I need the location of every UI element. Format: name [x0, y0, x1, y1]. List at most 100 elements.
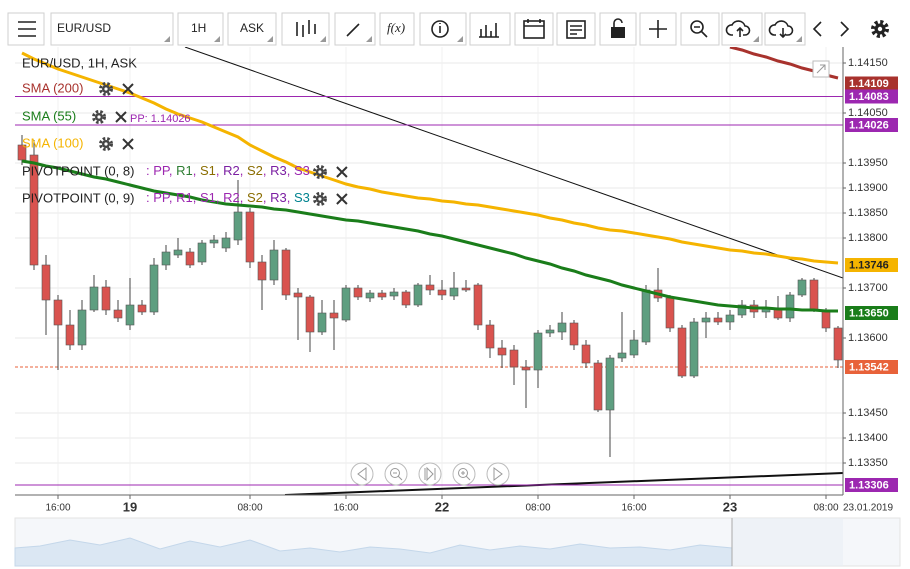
candle-body — [833, 327, 843, 361]
pivot-levels: : PP, R1, S1, R2, S2, R3, S3 — [146, 163, 310, 178]
lock-button[interactable] — [599, 12, 637, 46]
function-button[interactable]: f(x) — [379, 12, 415, 46]
candle-body — [821, 309, 831, 329]
zoom-out[interactable] — [384, 462, 408, 486]
candle-body — [521, 366, 531, 371]
candle-body — [101, 286, 111, 311]
settings-icon[interactable] — [312, 192, 327, 206]
candle-body — [305, 296, 315, 333]
draw-button[interactable] — [334, 12, 376, 46]
chart-title: EUR/USD, 1H, ASK — [22, 55, 137, 70]
y-tick-label: 1.14050 — [848, 107, 888, 119]
pivot-level: R2 — [223, 163, 240, 178]
candle-body — [173, 249, 183, 256]
candle-body — [485, 324, 495, 349]
x-tick-label: 16:00 — [621, 503, 646, 514]
settings-icon-hole — [97, 115, 101, 119]
overview-area — [14, 537, 733, 567]
settings-button[interactable] — [871, 20, 889, 38]
legend-separator: , — [193, 190, 200, 205]
price-tag-label: 1.14026 — [849, 119, 889, 131]
legend-label: SMA (55) — [22, 108, 76, 123]
pp-label: PP: 1.14026 — [130, 113, 191, 125]
calendar-button[interactable] — [514, 12, 554, 46]
pivot-level: S3 — [294, 163, 310, 178]
notes-button[interactable] — [556, 12, 596, 46]
x-tick-label: 22 — [435, 499, 449, 514]
remove-icon[interactable] — [122, 83, 134, 95]
legend-separator: , — [263, 190, 270, 205]
price-type: ASK — [240, 21, 264, 35]
settings-icon-hole — [318, 197, 322, 201]
settings-icon[interactable] — [99, 82, 113, 96]
scroll-left[interactable] — [350, 462, 374, 486]
remove-icon[interactable] — [122, 138, 134, 150]
candle-body — [161, 251, 171, 266]
pivot-level: R3 — [270, 190, 287, 205]
candle-body — [113, 309, 123, 319]
candle-body — [629, 339, 639, 356]
download-button[interactable] — [764, 12, 806, 46]
remove-icon[interactable] — [336, 166, 348, 178]
symbol-select[interactable]: EUR/USD — [50, 12, 174, 46]
crosshair-button[interactable] — [639, 12, 677, 46]
y-tick-label: 1.14150 — [848, 57, 888, 69]
navigator — [350, 462, 510, 486]
candle-body — [233, 211, 243, 241]
legend: EUR/USD, 1H, ASK SMA (200) SMA (55) SMA (10… — [22, 55, 348, 206]
upload-button[interactable] — [721, 12, 763, 46]
menu-button[interactable] — [7, 12, 45, 46]
chart-type-button[interactable] — [281, 12, 330, 46]
scroll-right[interactable] — [486, 462, 510, 486]
forward-button[interactable] — [840, 21, 850, 37]
legend-label: PIVOTPOINT (0, 9) — [22, 190, 134, 205]
toolbar: EUR/USD 1H ASK f(x) — [0, 0, 910, 47]
candle-body — [209, 239, 219, 244]
indicators-button[interactable] — [469, 12, 511, 46]
candle-body — [389, 291, 399, 297]
y-tick-label: 1.13450 — [848, 407, 888, 419]
legend-separator: , — [216, 190, 223, 205]
x-tick-label: 19 — [123, 499, 137, 514]
candle-body — [17, 144, 27, 161]
y-tick-label: 1.13950 — [848, 157, 888, 169]
legend-separator: , — [287, 190, 294, 205]
remove-icon[interactable] — [115, 111, 127, 123]
settings-icon[interactable] — [312, 165, 327, 179]
candle-body — [473, 284, 483, 326]
candle-body — [665, 297, 675, 329]
price-type-select[interactable]: ASK — [227, 12, 277, 46]
settings-icon[interactable] — [99, 137, 113, 151]
back-button[interactable] — [812, 21, 822, 37]
legend-separator: , — [240, 163, 247, 178]
settings-icon[interactable] — [92, 110, 106, 124]
overview — [14, 517, 901, 567]
overview-window[interactable] — [732, 518, 843, 566]
interval-select[interactable]: 1H — [177, 12, 224, 46]
price-tag-label: 1.13746 — [849, 259, 889, 271]
pivot-level: R1 — [176, 163, 193, 178]
remove-icon[interactable] — [336, 193, 348, 205]
candle-body — [185, 251, 195, 266]
info-button[interactable] — [419, 12, 467, 46]
pivot-level: S1 — [200, 163, 216, 178]
y-tick-label: 1.13600 — [848, 332, 888, 344]
y-tick-label: 1.13850 — [848, 207, 888, 219]
zoom-button[interactable] — [680, 12, 720, 46]
price-tag — [845, 89, 898, 104]
pivot-level: R2 — [223, 190, 240, 205]
candle-body — [461, 287, 471, 291]
legend-separator: , — [287, 163, 294, 178]
y-tick-label: 1.13900 — [848, 182, 888, 194]
candle-body — [269, 249, 279, 281]
price-tag-label: 1.14083 — [849, 91, 889, 103]
price-tag — [845, 306, 898, 320]
maximize-icon — [816, 64, 826, 74]
reset[interactable] — [418, 462, 442, 486]
zoom-in[interactable] — [452, 462, 476, 486]
price-tag-label: 1.13542 — [849, 361, 889, 373]
candle-body — [593, 362, 603, 411]
price-tag-label: 1.14109 — [849, 78, 889, 90]
candle-body — [689, 321, 699, 377]
